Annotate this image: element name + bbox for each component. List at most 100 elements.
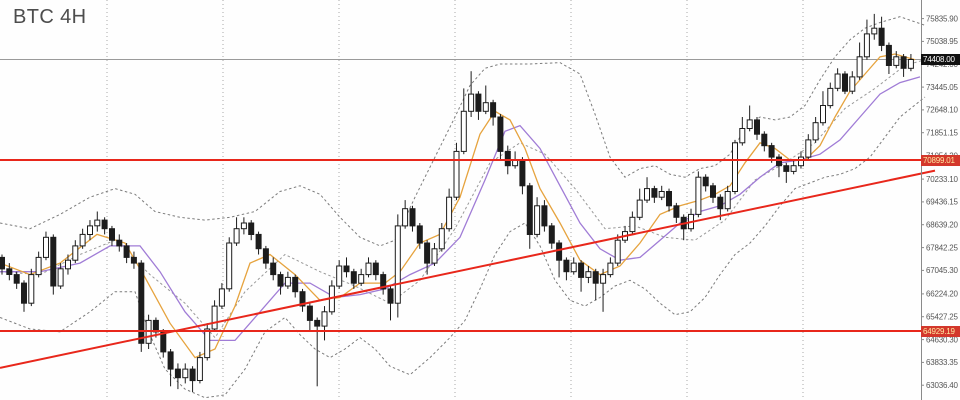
candle-bear [900,56,907,69]
candle-bull [629,216,636,233]
candle-bull [218,288,225,307]
candle-bear [783,165,790,172]
axis-label: 67842.25 [926,243,959,252]
candle-bear [761,133,768,147]
candle-bear [526,185,533,236]
candle-bull [394,225,401,304]
axis-label: 64630.30 [926,335,959,344]
candle-bear [387,288,394,304]
candle-bull [57,268,64,287]
candle-bull [644,188,650,201]
candle-bear [666,191,672,207]
candle-bear [592,271,599,284]
candle-bear [299,291,306,307]
candle-bull [812,122,819,141]
axis-label: 67045.30 [926,266,959,275]
candle-bull [211,305,218,330]
price-badge-resistance[interactable]: 70899.01 [921,154,960,166]
axis-label: 76632.85 [926,0,959,1]
candle-bear [424,242,431,264]
candle-bear [101,219,108,230]
candle-bear [13,274,20,284]
candle-bull [204,328,211,359]
candle-bear [776,156,782,167]
candle-bull [321,311,328,327]
candle-bull [827,87,834,107]
candle-bear [174,368,181,379]
candle-bear [6,268,13,275]
candle-bear [380,274,387,290]
candle-bull [732,142,738,193]
candle-bear [292,276,299,293]
candle-bull [182,368,189,379]
trendline[interactable] [0,169,936,369]
axis-label: 63833.35 [926,358,959,367]
candle-bull [365,262,372,276]
candle-bear [497,116,504,152]
candle-bear [475,93,482,112]
candle-bull [94,219,101,227]
candle-bull [746,119,753,130]
candle-bear [306,305,313,321]
candle-bear [673,205,680,218]
candle-bear [754,119,760,135]
candle-bull [196,357,203,382]
axis-label: 70233.10 [926,175,959,184]
axis-label: 73445.05 [926,83,959,92]
chart-title: BTC 4H [13,6,87,28]
candle-bear [21,282,27,304]
price-badge-support[interactable]: 64929.19 [921,325,960,337]
candle-bull [534,205,541,235]
candle-bear [702,176,709,187]
candle-bear [504,150,511,167]
candle-bear [167,351,174,370]
candle-bull [482,102,489,112]
band-upper [0,16,926,247]
candle-bull [600,274,607,284]
candle-bear [123,245,130,258]
band-lower [0,96,926,399]
candle-bear [116,239,123,247]
candle-bull [65,259,71,270]
candle-bull [35,256,42,276]
price-badge-current: 74408.00 [921,54,960,65]
axis-label: 65427.25 [926,313,959,322]
candle-bull [233,228,240,244]
ma-fast-line [0,53,916,359]
candle-bear [556,242,563,261]
candle-bull [336,265,343,287]
candle-bear [138,262,145,344]
axis-label: 68639.20 [926,221,959,230]
candle-bear [490,102,497,118]
candle-bear [314,319,321,327]
candle-bull [790,165,797,172]
candle-bear [343,265,350,273]
candle-bull [284,276,291,287]
candle-bull [431,248,438,264]
candle-bull [849,76,856,92]
grid-layer [106,0,804,400]
candle-bear [651,188,658,198]
candle-bull [820,105,826,124]
candle-bear [578,262,585,278]
candle-bull [614,239,621,264]
candle-bull [636,199,643,218]
candle-bear [885,44,892,67]
candle-bear [409,208,416,227]
candle-bear [189,368,196,382]
axis-label: 63036.40 [926,381,959,390]
candle-bull [438,228,445,250]
candle-bull [798,156,804,167]
candle-bear [519,159,526,187]
candle-bear [717,196,724,210]
candle-bull [402,208,409,227]
candle-bear [277,274,284,287]
axis-label: 75835.90 [926,14,959,23]
candle-bull [460,110,467,152]
candle-bear [768,145,775,158]
candle-bull [834,73,841,89]
candle-bull [805,139,812,158]
axis-label: 72648.10 [926,106,959,115]
candle-bear [262,248,269,264]
